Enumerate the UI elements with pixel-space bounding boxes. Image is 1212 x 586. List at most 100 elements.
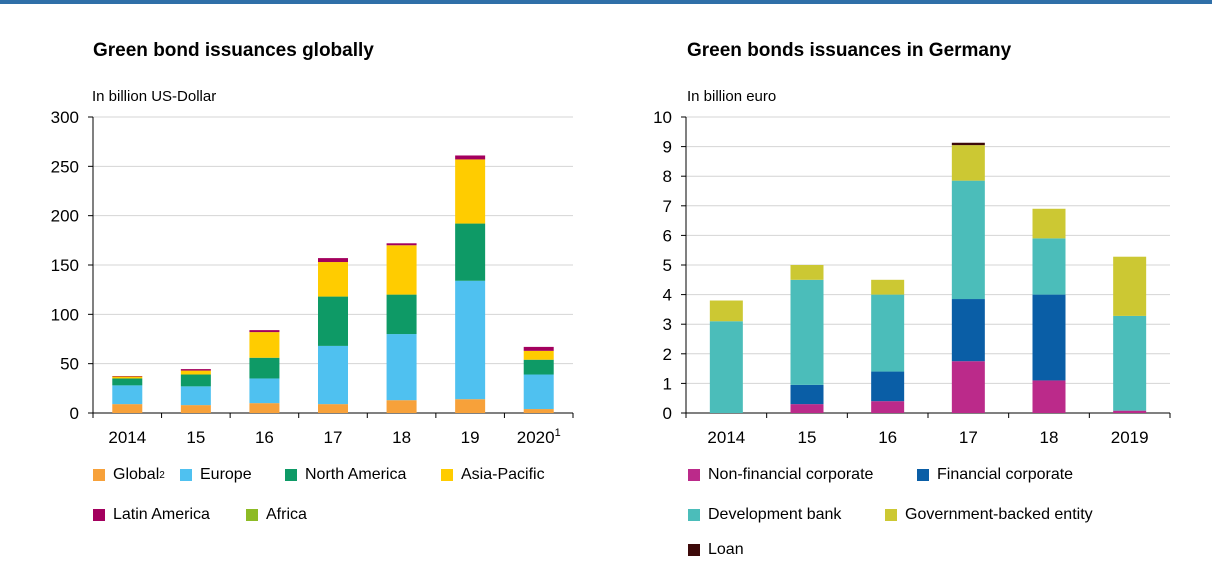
chart2-bar-non-financial-corporate-18 — [1032, 380, 1066, 413]
chart1-ytick-label: 200 — [51, 207, 79, 226]
chart1-title: Green bond issuances globally — [93, 40, 374, 61]
chart1-bar-north-america-18 — [386, 294, 417, 335]
chart1-legend-swatch — [285, 469, 297, 481]
chart1-legend-swatch — [441, 469, 453, 481]
chart2-legend-swatch — [885, 509, 897, 521]
chart2-bar-development-bank-18 — [1032, 238, 1066, 295]
chart2-legend-item: Government-backed entity — [885, 506, 1093, 524]
chart2-xtick-label: 16 — [878, 428, 897, 447]
chart2-unit-label: In billion euro — [687, 88, 777, 105]
chart1-xtick-footnote: 1 — [555, 427, 561, 439]
chart1-bar-europe-16 — [249, 378, 280, 404]
chart1-bar-europe-18 — [386, 334, 417, 401]
chart2-bar-development-bank-2019 — [1113, 315, 1147, 411]
chart1-bar-asia-pacific-19 — [455, 159, 486, 224]
chart2-legend-label: Government-backed entity — [905, 506, 1093, 523]
chart1-legend-swatch — [93, 469, 105, 481]
chart1-legend-swatch — [246, 509, 258, 521]
chart2-legend-item: Non-financial corporate — [688, 466, 873, 484]
chart1-bar-asia-pacific-2014 — [112, 376, 143, 379]
chart1-legend-item: Asia-Pacific — [441, 466, 545, 484]
chart1-legend-item: North America — [285, 466, 406, 484]
chart1-xtick-label: 2014 — [108, 428, 146, 447]
chart2-bar-financial-corporate-17 — [951, 299, 985, 362]
chart2-legend-swatch — [917, 469, 929, 481]
chart2-xtick-label: 15 — [798, 428, 817, 447]
chart1-bar-latin-america-15 — [180, 369, 211, 371]
chart1-bar-europe-19 — [455, 280, 486, 400]
chart2-bar-government-backed-entity-2014 — [709, 300, 743, 322]
chart1-legend-footnote: 2 — [159, 469, 165, 481]
chart2-xtick-label: 2019 — [1111, 428, 1149, 447]
chart2-bar-government-backed-entity-16 — [871, 279, 905, 295]
chart2-bar-non-financial-corporate-15 — [790, 404, 824, 413]
top-accent-line — [0, 0, 1212, 4]
chart1-bar-north-america-19 — [455, 223, 486, 281]
chart1-legend-label: Europe — [200, 466, 252, 483]
chart2-legend-label: Development bank — [708, 506, 842, 523]
chart2-legend-label: Financial corporate — [937, 466, 1074, 483]
chart1-bar-global-2020 — [523, 409, 554, 413]
chart1-xtick-label: 19 — [461, 428, 480, 447]
chart2-bar-government-backed-entity-2019 — [1113, 256, 1147, 316]
chart2-ytick-label: 7 — [663, 197, 672, 216]
chart1-bar-europe-17 — [318, 345, 348, 405]
chart1-bar-global-2014 — [112, 404, 143, 413]
chart1-bar-global-16 — [249, 403, 280, 413]
chart2-ytick-label: 6 — [663, 226, 672, 245]
chart1-legend-label: North America — [305, 466, 407, 483]
chart2-ytick-label: 0 — [663, 404, 672, 423]
chart2-bar-development-bank-15 — [790, 279, 824, 385]
chart1-bar-europe-15 — [180, 386, 211, 406]
chart2-bar-government-backed-entity-17 — [951, 145, 985, 181]
chart1-legend-swatch — [93, 509, 105, 521]
chart1-xtick-label: 20201 — [517, 427, 561, 447]
chart1-legend-swatch — [180, 469, 192, 481]
chart1-ytick-label: 250 — [51, 157, 79, 176]
chart1-ytick-label: 50 — [60, 355, 79, 374]
chart1-bar-north-america-2014 — [112, 378, 143, 386]
chart1-legend-item: Europe — [180, 466, 252, 484]
chart2-bar-development-bank-2014 — [709, 321, 743, 413]
chart1-bar-north-america-16 — [249, 357, 280, 379]
chart1-xtick-label: 16 — [255, 428, 274, 447]
chart2-bar-government-backed-entity-18 — [1032, 208, 1066, 239]
chart2-ytick-label: 2 — [663, 345, 672, 364]
chart2-ytick-label: 4 — [663, 286, 672, 305]
chart1-xtick-label: 15 — [186, 428, 205, 447]
chart2-bar-financial-corporate-16 — [871, 371, 905, 402]
chart2-xtick-label: 18 — [1040, 428, 1059, 447]
chart2-legend-label: Loan — [708, 541, 744, 558]
chart2-bar-non-financial-corporate-17 — [951, 361, 985, 413]
chart1-bar-latin-america-16 — [249, 330, 280, 333]
chart2-legend-item: Financial corporate — [917, 466, 1073, 484]
chart1-xtick-label: 18 — [392, 428, 411, 447]
chart2-ytick-label: 9 — [663, 138, 672, 157]
chart1-ytick-label: 0 — [70, 404, 79, 423]
chart1-bar-europe-2020 — [523, 374, 554, 410]
chart2-bar-development-bank-16 — [871, 294, 905, 372]
chart2-bar-financial-corporate-15 — [790, 384, 824, 405]
chart2-legend-swatch — [688, 544, 700, 556]
chart1-ytick-label: 300 — [51, 108, 79, 127]
chart2-bar-non-financial-corporate-2019 — [1113, 410, 1147, 413]
chart1-bar-global-15 — [180, 405, 211, 413]
chart2-legend-label: Non-financial corporate — [708, 466, 874, 483]
chart1-bar-north-america-15 — [180, 374, 211, 387]
chart1-bar-north-america-17 — [318, 296, 348, 346]
chart2-bar-development-bank-17 — [951, 180, 985, 300]
chart2-ytick-label: 10 — [653, 108, 672, 127]
chart2-bar-non-financial-corporate-16 — [871, 401, 905, 413]
chart1-ytick-label: 100 — [51, 305, 79, 324]
chart2-bar-loan-17 — [951, 142, 985, 146]
chart2-bar-financial-corporate-18 — [1032, 294, 1066, 381]
chart1-unit-label: In billion US-Dollar — [92, 88, 217, 105]
chart2-bar-government-backed-entity-15 — [790, 265, 824, 280]
chart1-legend-label: Latin America — [113, 506, 210, 523]
chart1-bar-asia-pacific-18 — [386, 245, 417, 295]
chart2-xtick-label: 17 — [959, 428, 978, 447]
chart1-bar-asia-pacific-15 — [180, 370, 211, 375]
chart2-legend-swatch — [688, 469, 700, 481]
chart1-bar-latin-america-18 — [386, 243, 417, 246]
